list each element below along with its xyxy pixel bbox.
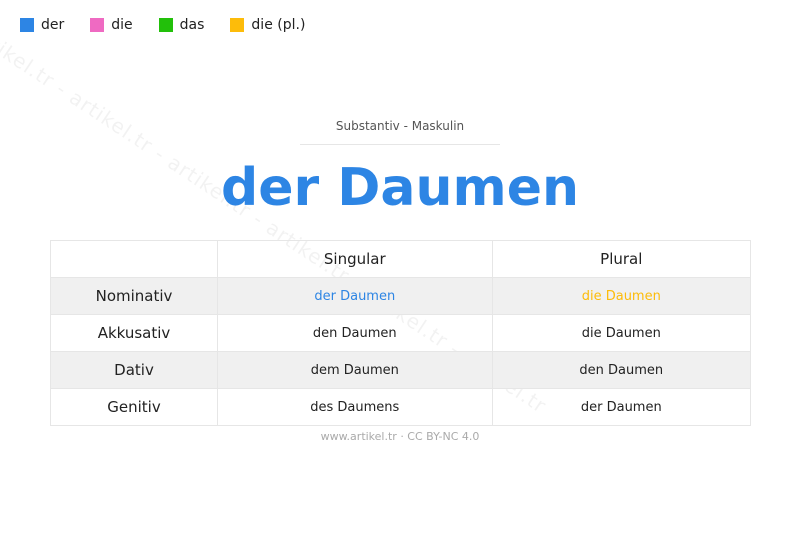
table-row: Genitiv des Daumens der Daumen [50, 388, 752, 426]
divider [300, 144, 500, 145]
plural-cell: der Daumen [491, 388, 752, 426]
header-singular: Singular [217, 240, 493, 278]
case-label: Genitiv [50, 388, 218, 426]
case-label: Nominativ [50, 277, 218, 315]
singular-cell: den Daumen [217, 314, 493, 352]
plural-cell: die Daumen [491, 314, 752, 352]
plural-cell: die Daumen [491, 277, 752, 315]
legend-label: das [179, 17, 205, 33]
header-empty [50, 240, 218, 278]
header-plural: Plural [491, 240, 752, 278]
legend-item-der: der [20, 17, 64, 33]
table-header-row: Singular Plural [50, 240, 752, 278]
table-row: Akkusativ den Daumen die Daumen [50, 314, 752, 352]
singular-cell: der Daumen [217, 277, 493, 315]
legend-label: der [41, 17, 65, 33]
das-swatch-icon [158, 18, 173, 32]
legend-item-die: die [90, 17, 133, 33]
der-swatch-icon [20, 18, 34, 32]
plural-cell: den Daumen [491, 351, 752, 389]
declension-table: Singular Plural Nominativ der Daumen die… [50, 240, 752, 426]
page-title: der Daumen [221, 158, 579, 218]
table-row: Dativ dem Daumen den Daumen [50, 351, 752, 389]
case-label: Dativ [50, 351, 218, 389]
die-swatch-icon [90, 18, 105, 32]
gender-legend: der die das die (pl.) [20, 17, 331, 33]
footer-credit: www.artikel.tr · CC BY-NC 4.0 [320, 430, 480, 443]
legend-label: die [111, 17, 133, 33]
legend-item-das: das [158, 17, 205, 33]
case-label: Akkusativ [50, 314, 218, 352]
legend-item-plural: die (pl.) [230, 17, 305, 33]
plural-swatch-icon [230, 18, 245, 32]
legend-label: die (pl.) [251, 17, 306, 33]
singular-cell: dem Daumen [217, 351, 493, 389]
word-type: Substantiv - Maskulin [335, 119, 465, 133]
singular-cell: des Daumens [217, 388, 493, 426]
table-row: Nominativ der Daumen die Daumen [50, 277, 752, 315]
